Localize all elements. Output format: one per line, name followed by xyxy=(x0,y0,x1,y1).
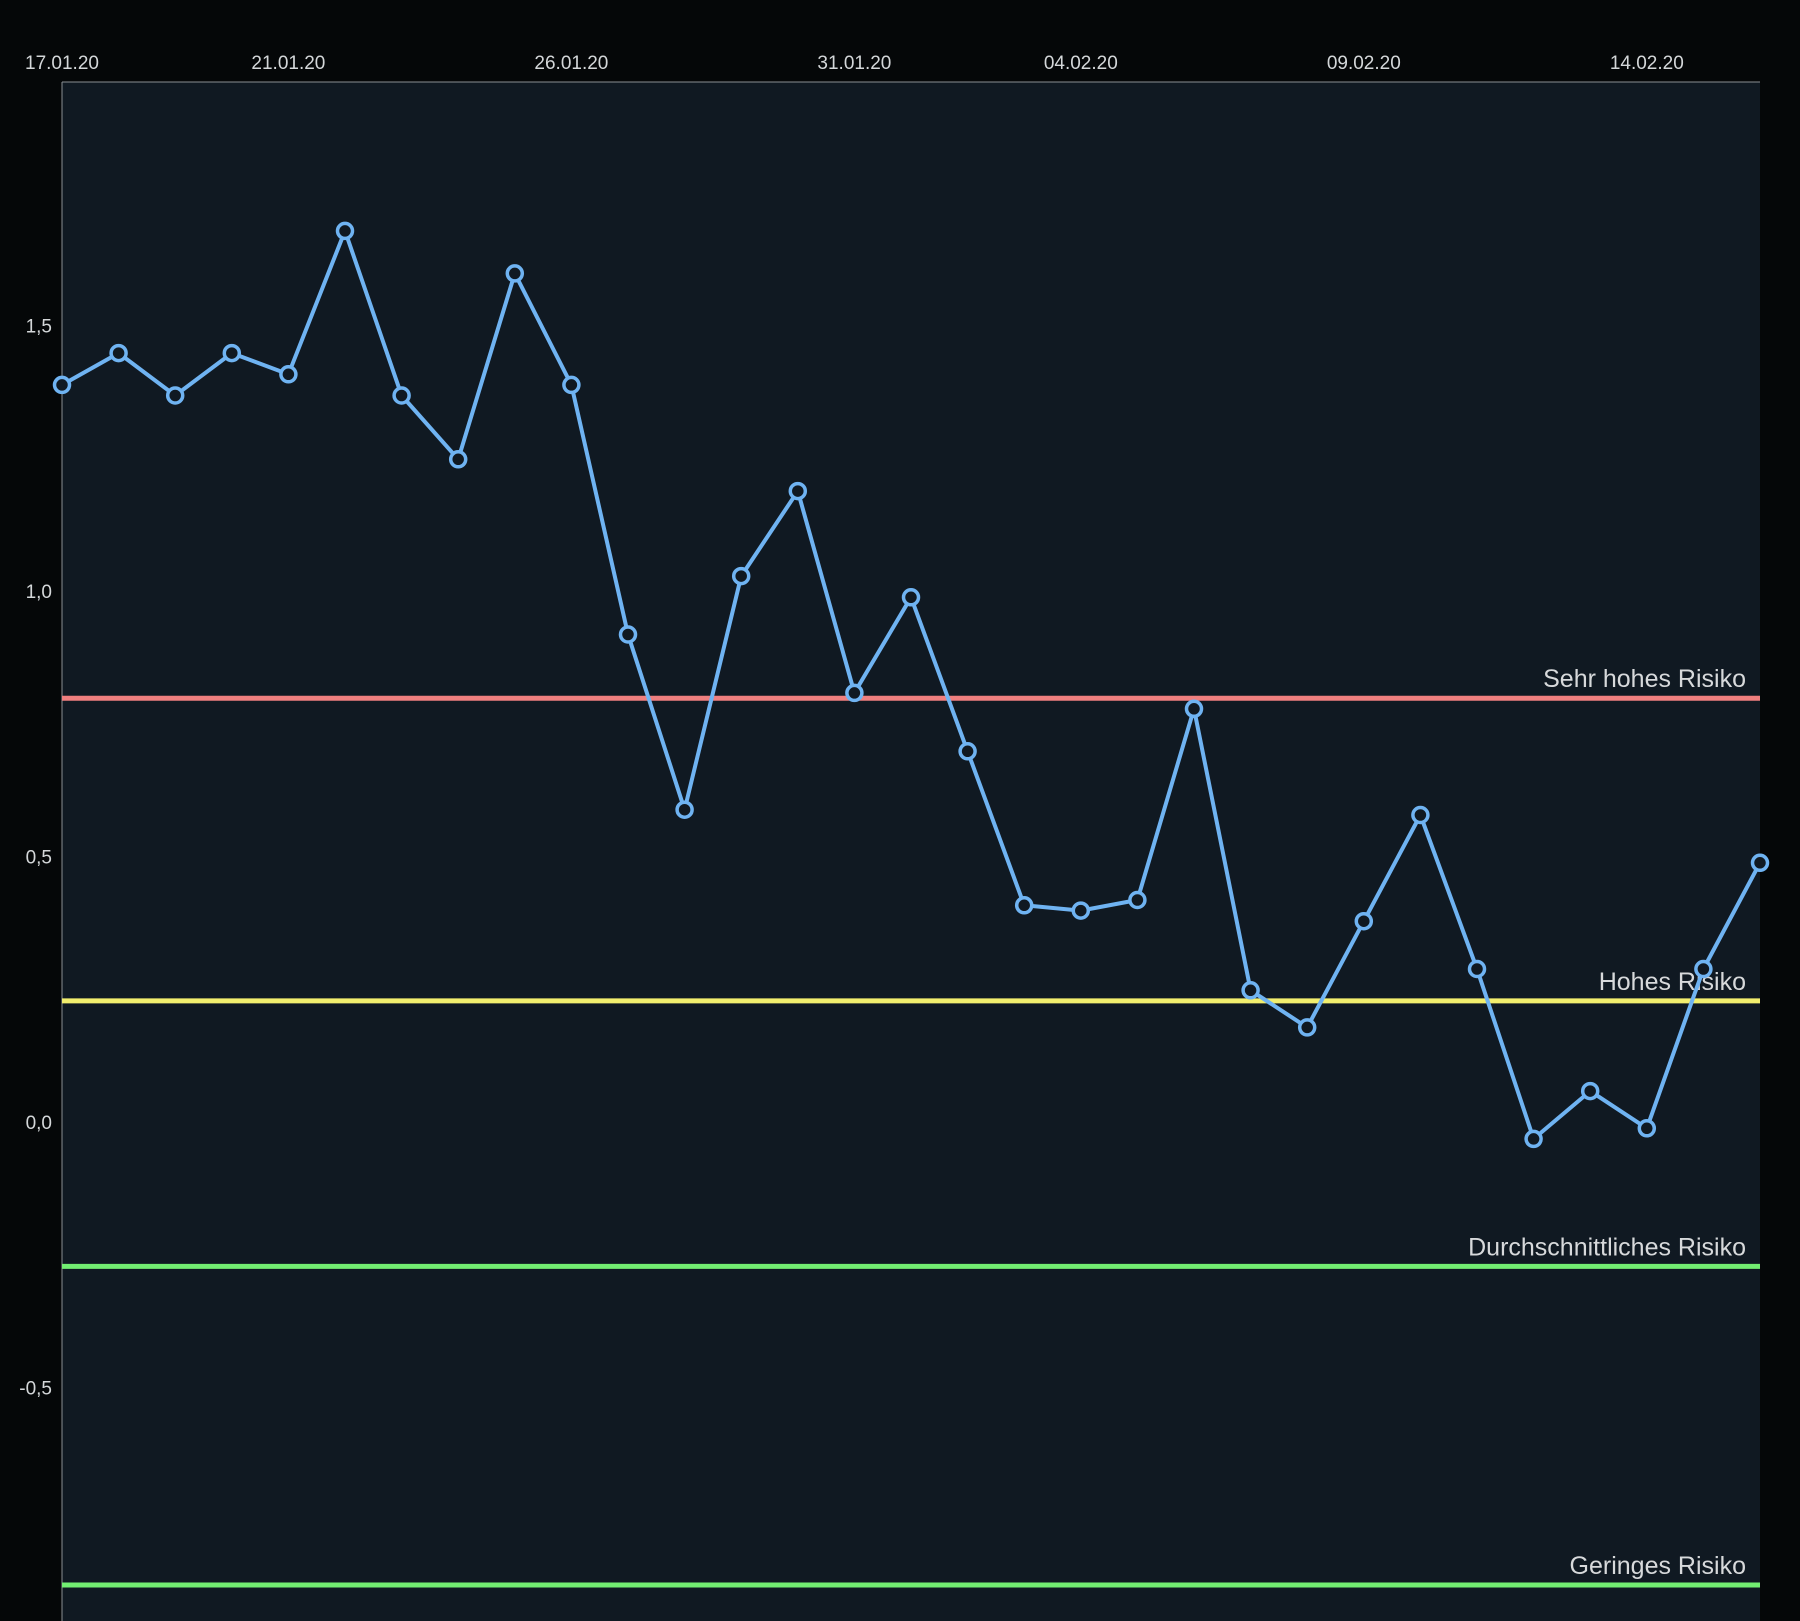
data-point xyxy=(1297,1018,1317,1037)
plot-background xyxy=(62,82,1760,1621)
data-point xyxy=(1241,981,1260,1000)
data-point xyxy=(52,375,72,395)
data-point xyxy=(222,343,242,363)
data-point xyxy=(1524,1129,1543,1149)
x-tick-label: 04.02.20 xyxy=(1044,53,1118,74)
y-tick-label: 1,0 xyxy=(26,582,52,603)
data-point xyxy=(279,365,298,384)
data-point xyxy=(165,386,185,405)
data-point xyxy=(845,683,864,703)
data-point xyxy=(1411,805,1430,825)
reference-line-label: Hohes Risiko xyxy=(1599,968,1746,996)
reference-line-label: Geringes Risiko xyxy=(1570,1552,1746,1580)
data-point xyxy=(448,450,468,469)
data-point xyxy=(392,386,411,405)
data-point xyxy=(505,264,525,283)
data-point xyxy=(1128,890,1147,910)
y-tick-label: 0,5 xyxy=(26,848,52,869)
data-point xyxy=(562,375,581,395)
data-point xyxy=(1467,959,1487,979)
data-point xyxy=(1354,911,1374,931)
x-tick-label: 21.01.20 xyxy=(251,53,325,74)
reference-lines: Sehr hohes Risiko Hohes Risiko Durchschnit… xyxy=(62,665,1760,1588)
x-tick-label: 26.01.20 xyxy=(534,53,608,74)
y-tick-label: -0,5 xyxy=(19,1379,52,1400)
data-point xyxy=(675,800,694,819)
data-point xyxy=(1071,901,1091,920)
x-tick-label: 09.02.20 xyxy=(1327,53,1401,74)
data-point xyxy=(335,221,355,241)
data-point xyxy=(1184,699,1204,719)
data-point xyxy=(731,566,751,586)
data-point xyxy=(1694,959,1713,979)
x-tick-label: 17.01.20 xyxy=(25,53,99,74)
data-point xyxy=(1014,896,1034,915)
reference-line-label: Durchschnittliches Risiko xyxy=(1468,1233,1746,1261)
data-series xyxy=(52,221,1770,1149)
y-axis-tick-labels: 1,5 1,0 0,5 0,0 -0,5 xyxy=(19,317,52,1400)
data-point xyxy=(1637,1119,1657,1138)
data-point xyxy=(618,625,638,644)
data-point xyxy=(788,481,808,501)
x-axis-tick-labels: 17.01.20 21.01.20 26.01.20 31.01.20 04.02.20… xyxy=(25,53,1684,74)
reference-line-label: Sehr hohes Risiko xyxy=(1543,665,1746,693)
data-point xyxy=(109,343,128,363)
x-tick-label: 14.02.20 xyxy=(1610,53,1684,74)
y-tick-label: 1,5 xyxy=(26,317,52,338)
data-point xyxy=(958,742,977,761)
data-point xyxy=(1750,853,1770,873)
data-point xyxy=(901,588,921,607)
x-tick-label: 31.01.20 xyxy=(817,53,891,74)
y-tick-label: 0,0 xyxy=(26,1113,52,1134)
data-point xyxy=(1580,1081,1600,1101)
